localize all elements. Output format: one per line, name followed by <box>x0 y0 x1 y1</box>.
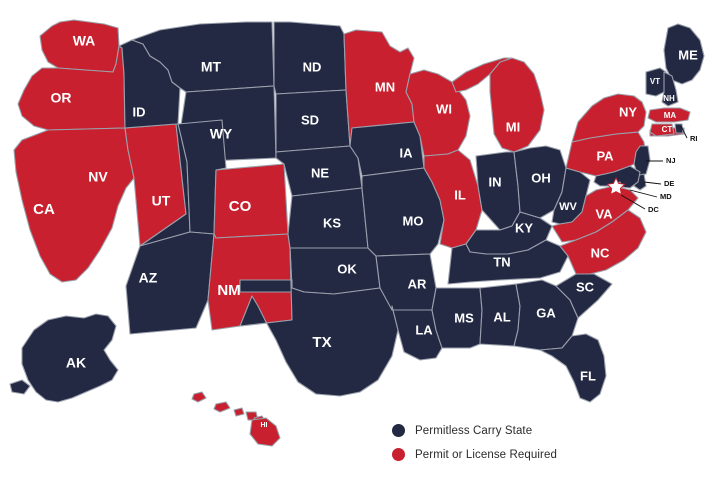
state-hi[interactable] <box>249 417 281 447</box>
state-hi[interactable] <box>233 407 245 417</box>
callout-line-de <box>643 181 662 185</box>
state-mt[interactable] <box>131 21 275 93</box>
state-al[interactable] <box>479 283 521 347</box>
state-nh[interactable] <box>661 71 679 107</box>
state-ny[interactable] <box>571 93 647 143</box>
state-ne[interactable] <box>275 145 363 197</box>
state-ok[interactable] <box>239 279 293 293</box>
state-ms[interactable] <box>431 287 483 349</box>
state-me[interactable] <box>663 23 705 85</box>
state-ak[interactable] <box>21 313 119 403</box>
state-va[interactable] <box>551 185 639 243</box>
legend-item-permit-required: Permit or License Required <box>392 448 557 461</box>
callout-label-dc: DC <box>648 205 659 214</box>
state-fl[interactable] <box>539 333 607 403</box>
map-legend: Permitless Carry State Permit or License… <box>392 424 557 461</box>
state-vt[interactable] <box>645 67 667 97</box>
state-ct[interactable] <box>649 123 675 137</box>
washington-dc-star-icon <box>606 176 626 196</box>
legend-item-permitless: Permitless Carry State <box>392 424 557 437</box>
state-co[interactable] <box>213 163 289 239</box>
state-ks[interactable] <box>287 187 369 249</box>
legend-label-permitless: Permitless Carry State <box>415 424 533 437</box>
callout-line-md <box>629 189 658 198</box>
state-sd[interactable] <box>275 89 351 153</box>
callout-label-md: MD <box>660 192 672 201</box>
state-mi[interactable] <box>451 57 513 93</box>
legend-label-permit-required: Permit or License Required <box>415 448 557 461</box>
state-wa[interactable] <box>39 19 120 73</box>
callout-line-ri <box>680 125 688 139</box>
state-nc[interactable] <box>559 209 647 275</box>
state-hi[interactable] <box>191 391 207 403</box>
state-md[interactable] <box>593 165 641 189</box>
legend-dot-permitless <box>392 424 405 437</box>
state-ak[interactable] <box>9 379 31 395</box>
state-az[interactable] <box>125 231 215 335</box>
state-hi[interactable] <box>213 401 231 413</box>
state-ca[interactable] <box>13 127 135 283</box>
state-ia[interactable] <box>349 121 425 177</box>
state-shapes-group <box>9 19 705 447</box>
state-mi[interactable] <box>489 57 545 153</box>
callout-label-de: DE <box>664 179 674 188</box>
callout-label-ri: RI <box>690 134 698 143</box>
callout-label-nj: NJ <box>666 156 676 165</box>
state-in[interactable] <box>475 151 521 231</box>
state-ok[interactable] <box>289 247 381 295</box>
state-nd[interactable] <box>273 21 347 95</box>
legend-dot-permit-required <box>392 448 405 461</box>
state-ma[interactable] <box>647 107 691 123</box>
callout-line-dc <box>620 194 646 210</box>
